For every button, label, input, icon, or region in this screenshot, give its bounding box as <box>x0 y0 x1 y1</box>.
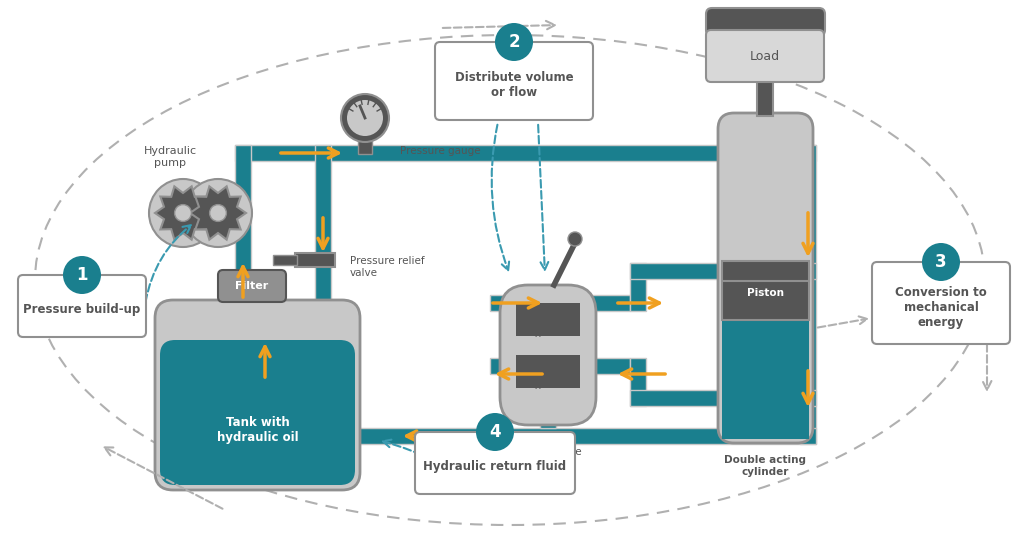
FancyBboxPatch shape <box>706 30 824 82</box>
Text: Hydraulic return fluid: Hydraulic return fluid <box>424 460 566 472</box>
Text: Pressure build-up: Pressure build-up <box>24 302 140 316</box>
Polygon shape <box>190 186 246 240</box>
Circle shape <box>210 205 226 222</box>
Circle shape <box>495 23 534 61</box>
Bar <box>490 295 630 311</box>
Text: Pressure relief
valve: Pressure relief valve <box>350 256 425 278</box>
Polygon shape <box>155 186 211 240</box>
FancyBboxPatch shape <box>872 262 1010 344</box>
FancyBboxPatch shape <box>706 8 825 36</box>
Circle shape <box>347 100 383 136</box>
Bar <box>234 428 506 444</box>
FancyBboxPatch shape <box>500 285 596 425</box>
FancyBboxPatch shape <box>435 42 593 120</box>
Circle shape <box>184 179 252 247</box>
Text: 3: 3 <box>935 253 947 271</box>
Bar <box>234 145 816 161</box>
Text: Directional
control valve: Directional control valve <box>514 435 582 456</box>
Circle shape <box>175 205 191 222</box>
Text: Hydraulic
pump: Hydraulic pump <box>143 146 197 168</box>
FancyBboxPatch shape <box>160 340 355 485</box>
Bar <box>630 390 816 406</box>
Circle shape <box>568 232 582 246</box>
Text: Distribute volume
or flow: Distribute volume or flow <box>455 71 573 99</box>
Bar <box>800 145 816 444</box>
Text: Tank with
hydraulic oil: Tank with hydraulic oil <box>217 416 298 444</box>
Text: Double acting
cylinder: Double acting cylinder <box>725 455 807 477</box>
Bar <box>315 145 331 305</box>
Bar <box>273 255 297 265</box>
Circle shape <box>341 94 389 142</box>
Text: Conversion to
mechanical
energy: Conversion to mechanical energy <box>895 285 987 328</box>
Bar <box>358 140 372 154</box>
Bar <box>722 278 809 439</box>
Bar <box>630 263 816 279</box>
Bar <box>234 145 251 450</box>
Bar <box>722 261 809 281</box>
FancyBboxPatch shape <box>718 113 813 443</box>
FancyBboxPatch shape <box>18 275 146 337</box>
FancyBboxPatch shape <box>155 300 360 490</box>
Bar <box>630 358 646 406</box>
Bar <box>516 355 580 388</box>
Text: Load: Load <box>750 50 780 63</box>
Circle shape <box>63 256 101 294</box>
Bar <box>630 263 646 311</box>
Circle shape <box>922 243 961 281</box>
Text: 1: 1 <box>76 266 88 284</box>
Text: Pressure gauge: Pressure gauge <box>400 146 480 156</box>
Circle shape <box>476 413 514 451</box>
Text: 2: 2 <box>508 33 520 51</box>
Circle shape <box>150 179 217 247</box>
Bar <box>490 358 630 374</box>
Bar <box>722 268 809 320</box>
Text: Filter: Filter <box>236 281 268 291</box>
Bar <box>757 33 773 116</box>
FancyBboxPatch shape <box>415 432 575 494</box>
Bar <box>540 374 556 428</box>
Bar <box>490 428 816 444</box>
Text: 4: 4 <box>489 423 501 441</box>
Bar <box>516 303 580 336</box>
FancyBboxPatch shape <box>218 270 286 302</box>
Bar <box>295 253 335 267</box>
Text: Piston: Piston <box>746 288 784 298</box>
